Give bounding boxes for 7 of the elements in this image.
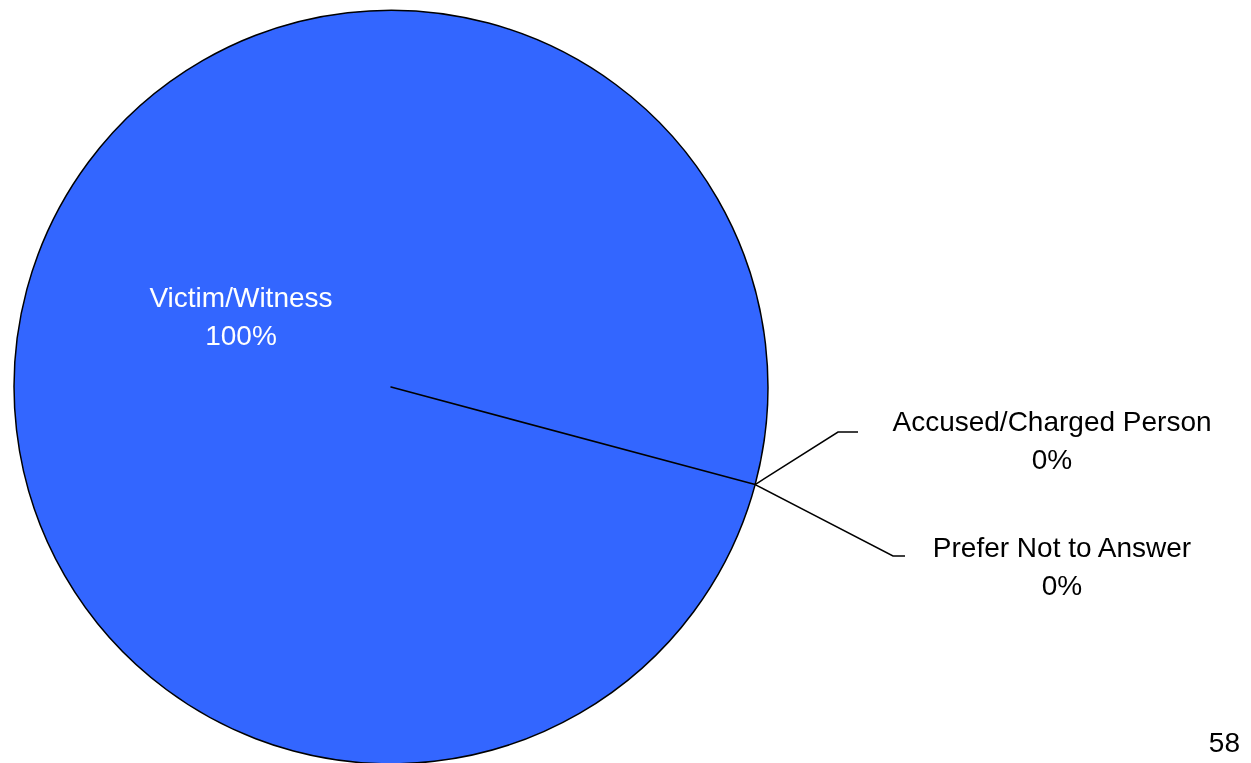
data-label: 100% — [205, 320, 277, 352]
category-label: Accused/Charged Person — [892, 406, 1212, 438]
slice-label: Victim/Witness — [149, 282, 333, 314]
text: 58 — [1208, 727, 1240, 758]
text: 0% — [1031, 444, 1073, 476]
text: 0% — [1041, 570, 1083, 602]
category-label: Prefer Not to Answer — [932, 532, 1192, 564]
